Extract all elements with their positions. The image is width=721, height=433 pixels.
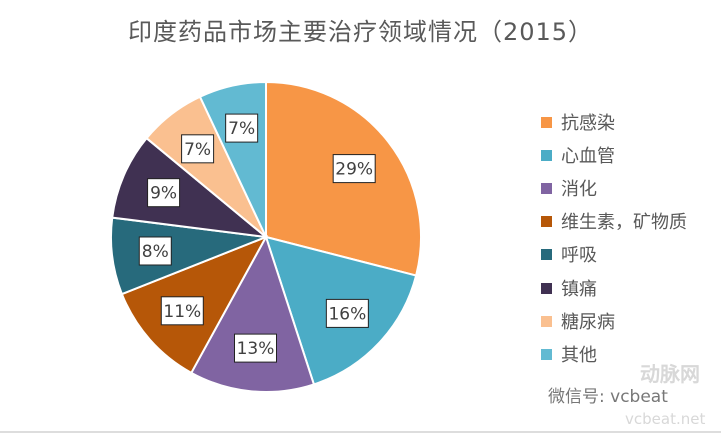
legend-item: 抗感染: [541, 110, 615, 134]
data-label-box: [160, 296, 204, 326]
data-label-text: 9%: [150, 184, 177, 204]
data-label: 9%: [147, 178, 181, 208]
data-label: 7%: [181, 134, 215, 164]
legend-label: 心血管: [561, 146, 615, 167]
data-label: 11%: [160, 296, 204, 326]
legend-swatch: [541, 282, 552, 294]
data-label: 16%: [325, 298, 369, 328]
data-label-text: 16%: [328, 304, 366, 324]
legend-item: 呼吸: [541, 242, 597, 266]
pie-slice-5: [111, 136, 270, 239]
legend-swatch: [541, 116, 552, 128]
pie-slice-2: [189, 234, 316, 393]
data-label-box: [147, 178, 181, 208]
legend-label: 抗感染: [561, 113, 615, 134]
watermark-logo: 动脉网: [640, 362, 700, 386]
legend-swatch: [541, 248, 552, 260]
data-label-box: [225, 113, 259, 143]
legend-label: 镇痛: [561, 279, 597, 300]
data-label-text: 29%: [335, 160, 373, 180]
data-label: 7%: [225, 113, 259, 143]
data-label-box: [233, 333, 277, 363]
data-label: 13%: [233, 333, 277, 363]
legend-label: 消化: [561, 179, 597, 200]
legend-item: 镇痛: [541, 276, 597, 300]
data-label-text: 13%: [237, 339, 275, 359]
data-label-text: 11%: [163, 302, 201, 322]
data-label-box: [138, 236, 172, 266]
legend-swatch: [541, 215, 552, 227]
data-label-box: [325, 298, 369, 328]
divider: [0, 431, 721, 433]
legend-swatch: [541, 348, 552, 360]
data-label-box: [181, 134, 215, 164]
legend-item: 糖尿病: [541, 309, 615, 333]
data-label-text: 7%: [184, 140, 211, 160]
watermark-url: vcbeat.net: [625, 410, 706, 428]
legend-swatch: [541, 149, 552, 161]
legend-label: 糖尿病: [561, 312, 615, 333]
data-label-box: [332, 154, 376, 184]
legend-item: 心血管: [541, 143, 615, 167]
legend-swatch: [541, 182, 552, 194]
legend-label: 呼吸: [561, 245, 597, 266]
legend-item: 消化: [541, 176, 597, 200]
chart-title: 印度药品市场主要治疗领域情况（2015）: [127, 18, 594, 46]
legend-swatch: [541, 315, 552, 327]
watermark-wechat: 微信号: vcbeat: [548, 387, 668, 407]
legend-label: 其他: [561, 345, 597, 366]
legend-label: 维生素，矿物质: [561, 212, 687, 233]
data-label-text: 8%: [142, 242, 169, 262]
legend-item: 维生素，矿物质: [541, 209, 687, 233]
data-label-text: 7%: [228, 119, 255, 139]
data-label: 29%: [332, 154, 376, 184]
data-label: 8%: [138, 236, 172, 266]
legend-item: 其他: [541, 342, 597, 366]
